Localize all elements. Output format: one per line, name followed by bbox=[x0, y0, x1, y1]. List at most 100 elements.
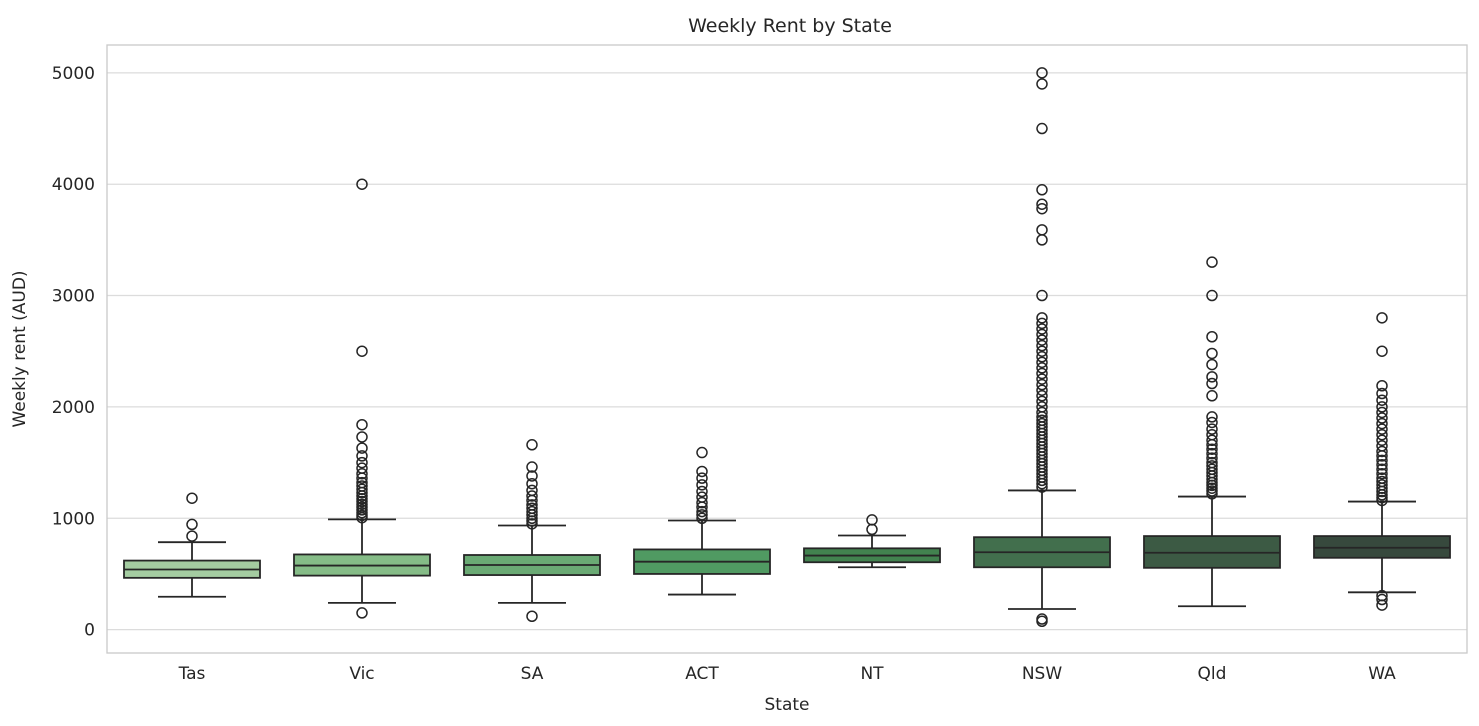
outlier-point bbox=[696, 512, 708, 525]
outlier-point bbox=[356, 607, 368, 619]
outlier-point bbox=[1376, 475, 1388, 488]
outlier-point bbox=[1036, 122, 1048, 135]
outlier-point bbox=[696, 496, 708, 509]
outlier-point bbox=[1036, 401, 1048, 413]
outlier-point bbox=[1206, 411, 1218, 423]
outlier-point bbox=[356, 431, 368, 443]
outlier-point bbox=[1206, 390, 1218, 402]
outlier-point bbox=[1036, 351, 1048, 363]
outlier-point bbox=[1376, 445, 1388, 458]
outlier-point bbox=[1036, 367, 1048, 380]
outlier-point bbox=[1036, 362, 1048, 374]
outlier-point bbox=[356, 476, 368, 489]
x-tick-label-Tas: Tas bbox=[178, 664, 206, 684]
x-tick-label-NT: NT bbox=[860, 664, 884, 684]
outlier-point bbox=[1206, 416, 1218, 429]
outlier-point bbox=[696, 465, 708, 478]
box-group-NT bbox=[803, 514, 941, 569]
x-tick-label-SA: SA bbox=[521, 664, 544, 684]
gridlines bbox=[107, 72, 1467, 631]
outlier-point bbox=[1206, 377, 1218, 390]
outlier-point bbox=[1206, 358, 1218, 371]
outlier-point bbox=[526, 461, 538, 473]
outlier-point bbox=[1376, 467, 1388, 480]
outlier-point bbox=[1206, 460, 1218, 472]
outlier-point bbox=[1376, 593, 1388, 606]
y-tick-label-3000: 3000 bbox=[52, 287, 95, 307]
y-tick-label-5000: 5000 bbox=[52, 64, 95, 84]
outlier-point bbox=[1036, 234, 1048, 246]
outlier-point bbox=[1206, 452, 1218, 464]
outlier-point bbox=[1376, 454, 1388, 467]
outlier-point bbox=[526, 470, 538, 482]
y-tick-label-1000: 1000 bbox=[52, 509, 95, 529]
outlier-point bbox=[1036, 384, 1048, 396]
outlier-point bbox=[1036, 202, 1048, 215]
outlier-point bbox=[1376, 394, 1388, 406]
outlier-point bbox=[1036, 345, 1048, 357]
outlier-point bbox=[1376, 428, 1388, 441]
outlier-point bbox=[1376, 406, 1388, 419]
outlier-point bbox=[356, 480, 368, 492]
outlier-point bbox=[526, 505, 538, 518]
box-group-Qld bbox=[1143, 256, 1281, 608]
outlier-point bbox=[1376, 440, 1388, 452]
outlier-point bbox=[696, 509, 708, 521]
outlier-point bbox=[1376, 401, 1388, 413]
x-tick-label-ACT: ACT bbox=[685, 664, 719, 684]
outlier-point bbox=[1036, 356, 1048, 369]
y-tick-label-4000: 4000 bbox=[52, 175, 95, 195]
x-tick-label-Qld: Qld bbox=[1198, 664, 1227, 684]
box-group-NSW bbox=[973, 67, 1111, 628]
outlier-point bbox=[1376, 434, 1388, 447]
outlier-point bbox=[1036, 417, 1048, 430]
outlier-point bbox=[1036, 78, 1048, 90]
box-group-SA bbox=[463, 439, 601, 623]
outlier-point bbox=[1036, 390, 1048, 402]
outlier-point bbox=[526, 610, 538, 623]
outlier-point bbox=[1036, 414, 1048, 427]
y-axis-label: Weekly rent (AUD) bbox=[10, 270, 30, 427]
outlier-point bbox=[356, 178, 368, 190]
outlier-point bbox=[1376, 312, 1388, 324]
outlier-point bbox=[356, 456, 368, 469]
outlier-point bbox=[1376, 417, 1388, 430]
outlier-point bbox=[526, 490, 538, 502]
outlier-point bbox=[1206, 456, 1218, 469]
outlier-point bbox=[186, 518, 198, 531]
box-group-ACT bbox=[633, 446, 771, 596]
box-group-WA bbox=[1313, 312, 1451, 611]
outlier-point bbox=[356, 345, 368, 357]
outlier-point bbox=[526, 499, 538, 511]
outlier-point bbox=[1376, 423, 1388, 435]
outlier-point bbox=[356, 450, 368, 462]
outlier-point bbox=[1206, 443, 1218, 455]
outlier-point bbox=[1206, 331, 1218, 343]
outlier-point bbox=[1036, 373, 1048, 385]
outlier-point bbox=[1036, 184, 1048, 196]
outlier-point bbox=[1206, 347, 1218, 360]
plot-border bbox=[106, 44, 1468, 654]
outlier-point bbox=[1376, 345, 1388, 357]
outlier-point bbox=[1036, 289, 1048, 302]
outlier-point bbox=[696, 479, 708, 491]
outlier-point bbox=[526, 502, 538, 514]
x-tick-label-Vic: Vic bbox=[349, 664, 374, 684]
outlier-point bbox=[1376, 379, 1388, 392]
box-group-Vic bbox=[293, 178, 431, 619]
outlier-point bbox=[696, 505, 708, 518]
outlier-point bbox=[1206, 428, 1218, 441]
outlier-point bbox=[526, 439, 538, 451]
outlier-point bbox=[356, 418, 368, 431]
outlier-point bbox=[356, 483, 368, 496]
outlier-point bbox=[1206, 371, 1218, 383]
outlier-point bbox=[1036, 395, 1048, 408]
x-tick-label-WA: WA bbox=[1368, 664, 1396, 684]
outlier-point bbox=[526, 477, 538, 490]
outlier-point bbox=[1036, 67, 1048, 79]
outlier-point bbox=[696, 446, 708, 459]
outlier-point bbox=[1206, 423, 1218, 435]
outlier-point bbox=[1036, 334, 1048, 346]
outlier-point bbox=[1036, 317, 1048, 330]
